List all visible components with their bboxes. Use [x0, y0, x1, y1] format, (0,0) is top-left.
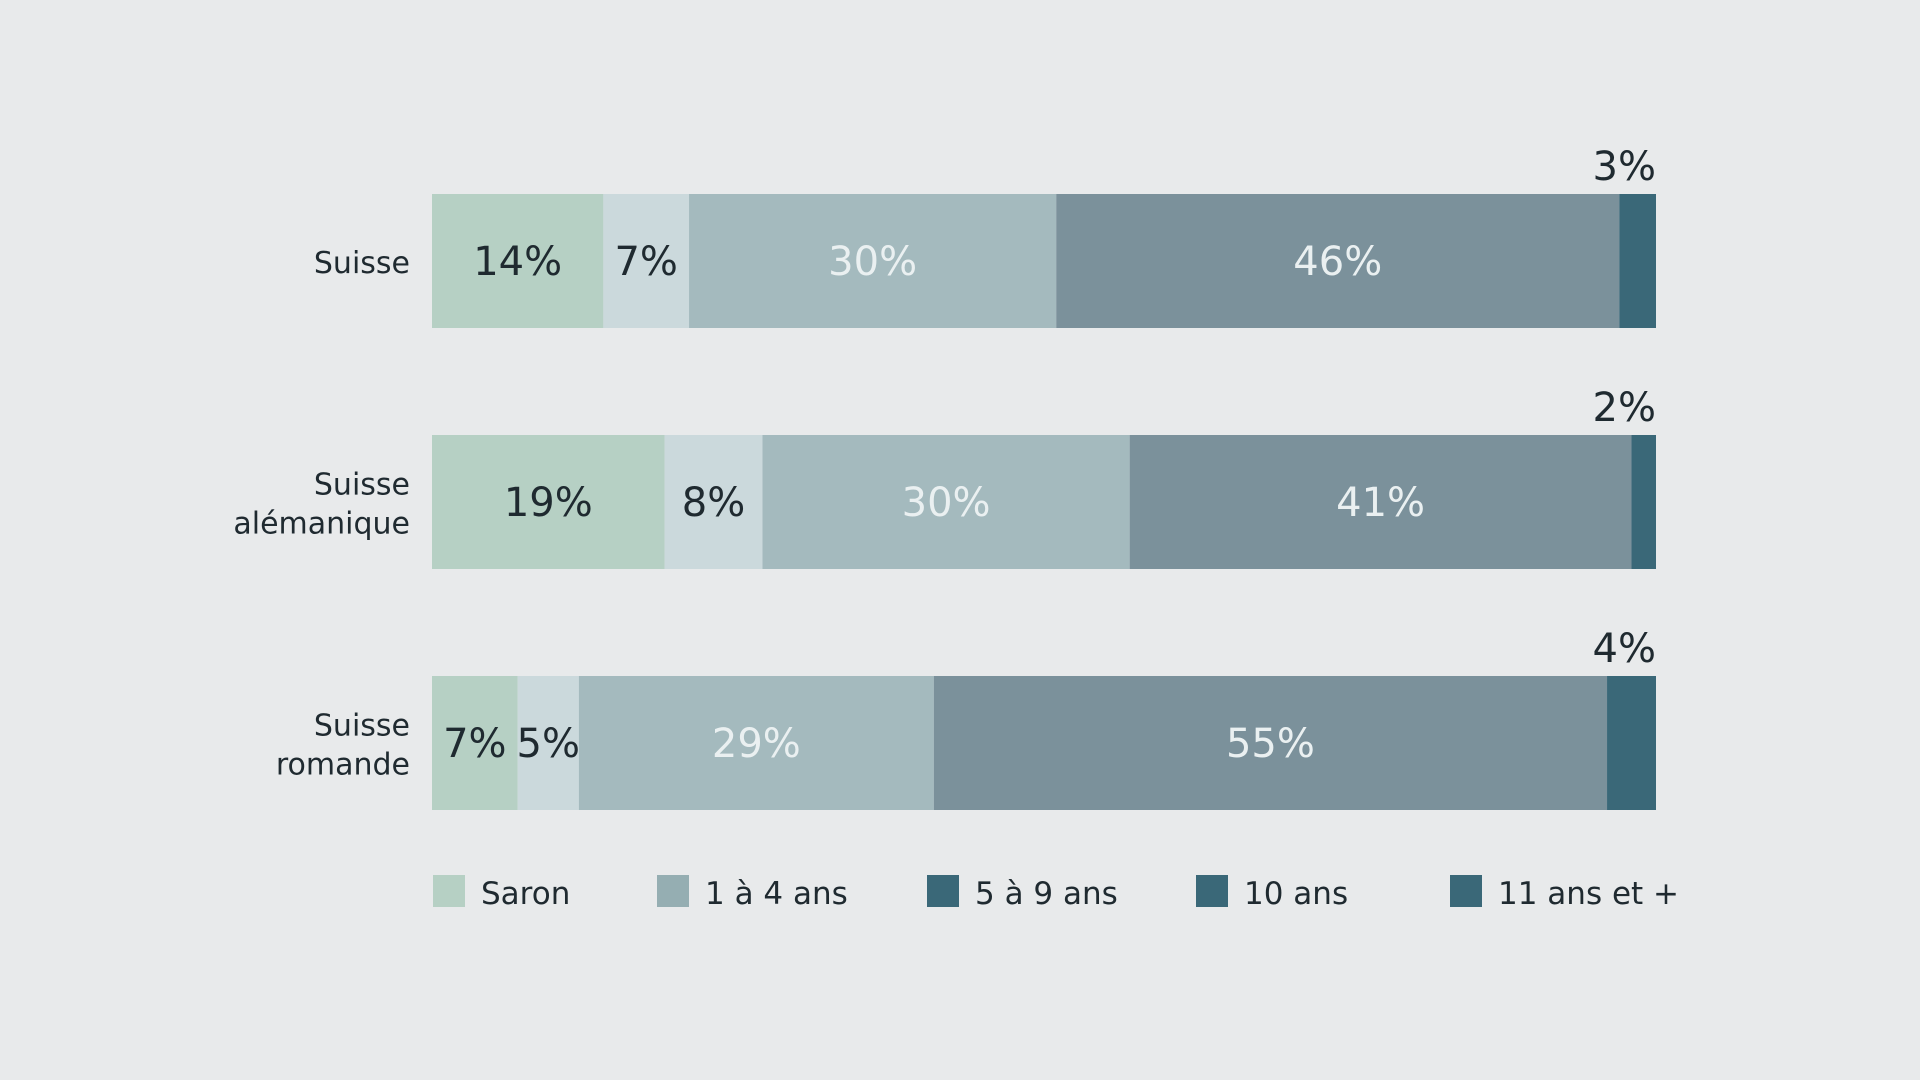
bar-segment [432, 194, 604, 328]
data-label: 7% [443, 721, 506, 767]
category-label: alémanique [233, 507, 410, 542]
category-label: Suisse [314, 709, 410, 744]
data-label: 2% [1593, 385, 1656, 431]
bar-segment [603, 194, 690, 328]
bar-segment [762, 435, 1130, 569]
legend-swatch [1450, 875, 1482, 907]
data-label: 8% [682, 480, 745, 526]
bar-segment [933, 676, 1608, 810]
legend-label: 10 ans [1244, 876, 1348, 912]
legend-label: 11 ans et + [1498, 876, 1679, 912]
legend-swatch [657, 875, 689, 907]
data-label: 4% [1593, 626, 1656, 672]
data-label: 46% [1293, 239, 1382, 285]
legend-swatch [927, 875, 959, 907]
legend-label: Saron [481, 876, 570, 912]
bar-segment [578, 676, 934, 810]
bar-segment [432, 676, 518, 810]
data-label: 19% [504, 480, 593, 526]
data-label: 7% [614, 239, 677, 285]
bar-segment [432, 435, 665, 569]
category-label: Suisse [314, 246, 410, 281]
legend-swatch [1196, 875, 1228, 907]
bar-segment [1619, 194, 1656, 328]
data-label: 14% [473, 239, 562, 285]
bar-segment [1607, 676, 1656, 810]
data-label: 30% [828, 239, 917, 285]
bar-segment [689, 194, 1057, 328]
data-label: 29% [712, 721, 801, 767]
data-label: 30% [902, 480, 991, 526]
bar-segment [664, 435, 763, 569]
data-label: 55% [1226, 721, 1315, 767]
legend-swatch [433, 875, 465, 907]
bar-segment [1056, 194, 1620, 328]
legend-label: 1 à 4 ans [705, 876, 848, 912]
bar-segment [1631, 435, 1656, 569]
category-label: romande [276, 748, 410, 783]
data-label: 41% [1336, 480, 1425, 526]
bar-segment [517, 676, 579, 810]
bar-segment [1129, 435, 1632, 569]
data-label: 5% [517, 721, 580, 767]
category-label: Suisse [314, 468, 410, 503]
legend-label: 5 à 9 ans [975, 876, 1118, 912]
data-label: 3% [1593, 144, 1656, 190]
